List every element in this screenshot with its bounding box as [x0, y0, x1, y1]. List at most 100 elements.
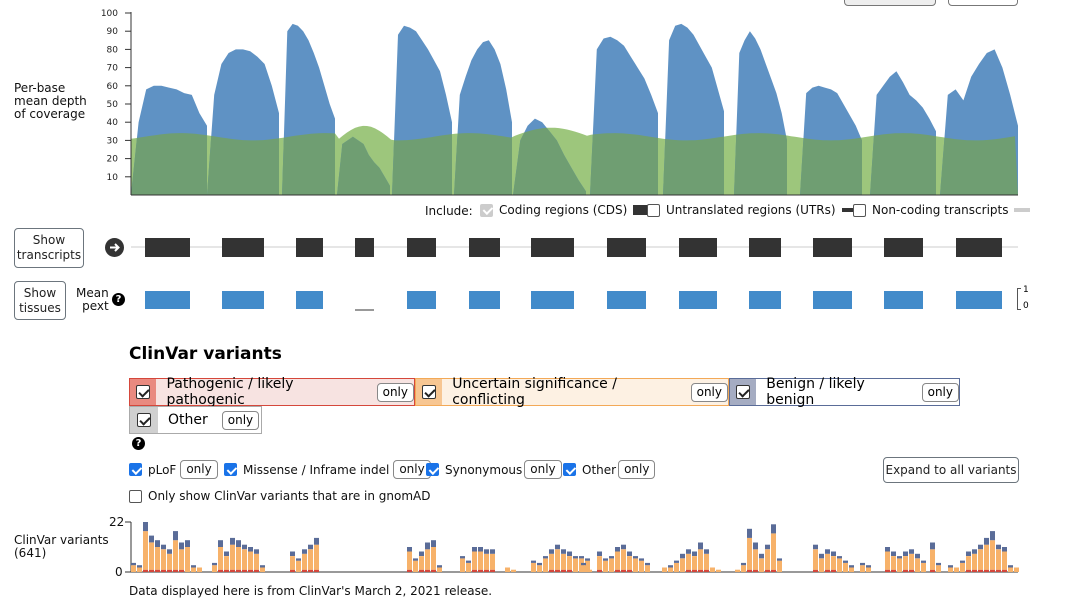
uncertain-checkbox-wrap[interactable] [416, 379, 443, 405]
missense-checkbox[interactable] [224, 463, 237, 476]
show-transcripts-button[interactable]: Show transcripts [14, 228, 84, 268]
top-button-right[interactable] [948, 0, 1018, 6]
gnomad-only-filter[interactable]: Only show ClinVar variants that are in g… [129, 489, 430, 503]
pext-bar [531, 291, 574, 309]
histogram-bar-segment [191, 567, 196, 572]
histogram-bar-segment [686, 553, 691, 570]
pathogenic-only-button[interactable]: only [376, 382, 414, 402]
histogram-bar-segment [248, 551, 253, 570]
plof-only-button[interactable]: only [180, 460, 218, 479]
benign-only-button[interactable]: only [921, 382, 959, 402]
histogram-bar-segment [585, 558, 590, 561]
histogram-bar-segment [137, 567, 142, 572]
pext-help-icon[interactable]: ? [112, 293, 125, 306]
clinvar-help-icon[interactable]: ? [132, 437, 145, 450]
include-cds[interactable]: Coding regions (CDS) [480, 203, 652, 217]
other-checkbox[interactable] [137, 413, 151, 427]
histogram-bar-segment [984, 569, 989, 572]
include-noncoding[interactable]: Non-coding transcripts [853, 203, 1031, 217]
uncertain-checkbox[interactable] [422, 385, 437, 399]
synonymous-only-button[interactable]: only [524, 460, 562, 479]
coverage-tick-label: 10 [107, 173, 119, 183]
top-button-left[interactable] [844, 0, 936, 6]
category-uncertain[interactable]: Uncertain significance / conflicting onl… [415, 376, 729, 408]
histogram-bar-segment [573, 556, 578, 559]
histogram-bar-segment [686, 569, 691, 572]
filter-other[interactable]: Other only [563, 460, 656, 479]
filter-plof[interactable]: pLoF only [129, 460, 218, 479]
benign-checkbox-wrap[interactable] [730, 379, 757, 405]
histogram-bar-segment [860, 565, 865, 572]
uncertain-only-button[interactable]: only [690, 382, 728, 402]
other-only-button[interactable]: only [221, 410, 260, 430]
plof-checkbox[interactable] [129, 463, 142, 476]
synonymous-checkbox[interactable] [426, 463, 439, 476]
histogram-bar-segment [837, 558, 842, 572]
histogram-bar-segment [425, 569, 430, 572]
category-other[interactable]: Other only [129, 406, 262, 434]
histogram-bar-segment [472, 551, 477, 570]
pathogenic-checkbox-wrap[interactable] [130, 379, 157, 405]
utr-checkbox[interactable] [647, 203, 660, 217]
histogram-bar-segment [567, 556, 572, 570]
expand-variants-button[interactable]: Expand to all variants [883, 457, 1019, 483]
benign-checkbox[interactable] [736, 385, 751, 399]
include-utr[interactable]: Untranslated regions (UTRs) [647, 203, 858, 217]
histogram-bar-segment [633, 558, 638, 572]
other-consequence-checkbox[interactable] [563, 463, 576, 476]
histogram-bar-segment [149, 569, 154, 572]
gnomad-only-checkbox[interactable] [129, 489, 142, 503]
histogram-bar-segment [197, 567, 202, 572]
noncoding-checkbox[interactable] [853, 203, 866, 217]
filter-missense[interactable]: Missense / Inframe indel only [224, 460, 431, 479]
histogram-bar-segment [843, 560, 848, 563]
other-checkbox-wrap[interactable] [130, 407, 158, 433]
show-tissues-button[interactable]: Show tissues [14, 281, 66, 320]
pext-scale-top: 1 [1023, 285, 1029, 295]
histogram-bar-segment [549, 553, 554, 570]
cds-checkbox[interactable] [480, 203, 493, 217]
histogram-bar-segment [680, 553, 685, 559]
histogram-bar-segment [179, 549, 184, 570]
histogram-bar-segment [753, 569, 758, 572]
histogram-bar-segment [597, 569, 602, 572]
histogram-bar-segment [915, 553, 920, 559]
histogram-bar-segment [825, 553, 830, 570]
coverage-ylabel-line: of coverage [14, 107, 86, 121]
histogram-bar-segment [753, 549, 758, 570]
histogram-bar-segment [230, 537, 235, 545]
histogram-bar-segment [668, 565, 673, 568]
histogram-bar-segment [308, 544, 313, 550]
histogram-bar-segment [555, 544, 560, 550]
histogram-bar-segment [831, 569, 836, 572]
histogram-bar-segment [230, 544, 235, 570]
histogram-bar-segment [621, 549, 626, 570]
histogram-bar-segment [627, 569, 632, 572]
pathogenic-checkbox[interactable] [136, 385, 151, 399]
category-pathogenic[interactable]: Pathogenic / likely pathogenic only [129, 376, 415, 408]
histogram-bar-segment [909, 549, 914, 554]
histogram-bar-segment [948, 565, 953, 568]
show-tissues-line: tissues [19, 300, 61, 315]
histogram-bar-segment [960, 560, 965, 563]
histogram-bar-segment [302, 553, 307, 570]
histogram-bar-segment [921, 562, 926, 572]
histogram-bar-segment [290, 551, 295, 556]
clinvar-track-label: ClinVar variants (641) [14, 534, 109, 560]
histogram-bar-segment [561, 569, 566, 572]
histogram-bar-segment [698, 549, 703, 570]
histogram-bar-segment [936, 562, 941, 566]
histogram-bar-segment [813, 569, 818, 572]
histogram-bar-segment [849, 567, 854, 572]
category-benign[interactable]: Benign / likely benign only [729, 376, 960, 408]
exon [749, 238, 781, 257]
histogram-bar-segment [131, 562, 136, 566]
histogram-bar-segment [161, 569, 166, 572]
histogram-bar-segment [161, 549, 166, 570]
histogram-bar-segment [903, 569, 908, 572]
other-consequence-only-button[interactable]: only [618, 460, 656, 479]
filter-synonymous[interactable]: Synonymous only [426, 460, 562, 479]
coverage-ylabel: Per-base mean depth of coverage [14, 82, 87, 121]
histogram-bar-segment [242, 549, 247, 570]
histogram-bar-segment [407, 551, 412, 570]
